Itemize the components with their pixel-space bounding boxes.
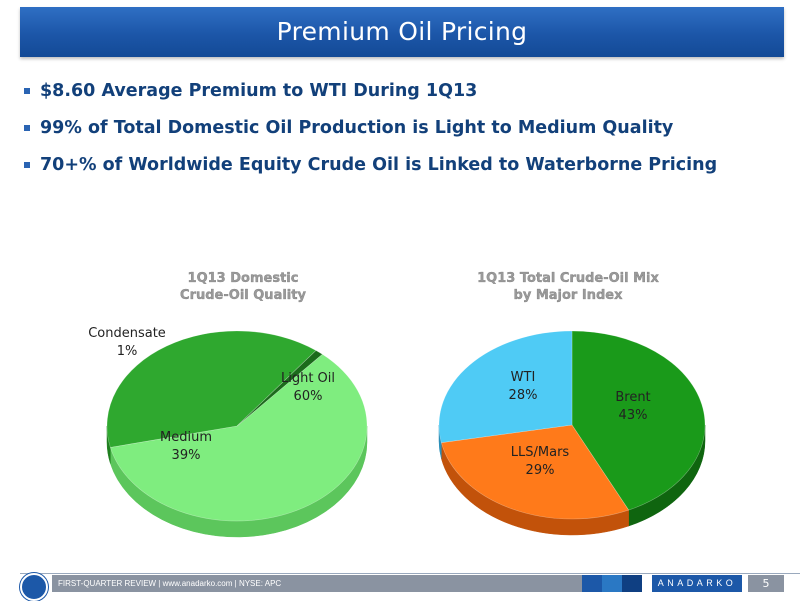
bullet-item: 99% of Total Domestic Oil Production is … [22, 115, 717, 152]
bullet-item: $8.60 Average Premium to WTI During 1Q13 [22, 78, 717, 115]
slice-value-label: 43% [619, 408, 648, 423]
bullet-text: $8.60 Average Premium to WTI During 1Q13 [40, 81, 478, 101]
brand-name: ANADARKO [652, 575, 742, 592]
bullet-marker-icon [24, 125, 30, 131]
bullet-marker-icon [24, 88, 30, 94]
footer-color-block [602, 575, 622, 592]
chart-title: 1Q13 Total Crude-Oil Mix by Major Index [477, 271, 659, 303]
bullet-text: 70+% of Worldwide Equity Crude Oil is Li… [40, 155, 718, 175]
footer-bar [52, 575, 582, 592]
slice-label: Light Oil [281, 371, 335, 386]
slice-value-label: 1% [117, 344, 138, 359]
pie-chart-2: 1Q13 Total Crude-Oil Mix by Major Index Br… [438, 271, 706, 536]
footer-color-block [622, 575, 642, 592]
footer-color-blocks [582, 575, 642, 592]
bullet-text: 99% of Total Domestic Oil Production is … [40, 118, 674, 138]
pie-slice [109, 353, 368, 522]
slice-label: LLS/Mars [511, 445, 570, 460]
pie-slice [571, 330, 706, 511]
slice-value-label: 29% [526, 463, 555, 478]
bullet-item: 70+% of Worldwide Equity Crude Oil is Li… [22, 152, 717, 189]
pie-slice [106, 330, 317, 448]
bullet-marker-icon [24, 162, 30, 168]
slice-value-label: 39% [172, 448, 201, 463]
pie-slice [440, 424, 630, 520]
footer-text: FIRST-QUARTER REVIEW | www.anadarko.com … [58, 579, 282, 588]
pie-chart-1: 1Q13 Domestic Crude-Oil Quality Light Oil 6… [88, 271, 368, 538]
slice-value-label: 28% [509, 388, 538, 403]
pie-slice [438, 330, 573, 443]
footer-color-block [582, 575, 602, 592]
bullet-list: $8.60 Average Premium to WTI During 1Q13… [22, 78, 717, 189]
company-logo-icon [20, 573, 48, 601]
footer-divider [20, 573, 800, 574]
slice-label: Condensate [88, 326, 166, 341]
title-bar: Premium Oil Pricing [20, 7, 784, 57]
chart-title: 1Q13 Domestic Crude-Oil Quality [180, 271, 306, 303]
page-number: 5 [748, 575, 784, 592]
slice-value-label: 60% [294, 389, 323, 404]
slice-label: Brent [615, 390, 650, 405]
charts-canvas: 1Q13 Domestic Crude-Oil Quality Light Oil 6… [88, 271, 706, 538]
pie-slice [236, 350, 323, 427]
slice-label: WTI [511, 370, 536, 385]
page-title: Premium Oil Pricing [276, 17, 528, 46]
slice-label: Medium [160, 430, 212, 445]
